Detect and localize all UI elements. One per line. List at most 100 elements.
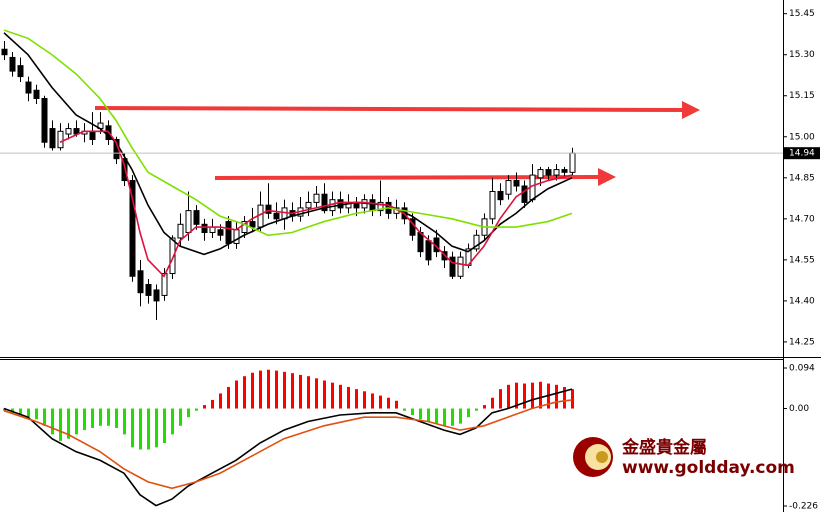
candle-body [209,226,216,234]
histogram-bar [283,371,286,409]
histogram-bar [539,381,542,409]
histogram-bar [259,370,262,409]
candle-body [153,289,160,302]
indicator-line [59,130,573,278]
y-tick-label: -0.226 [789,502,818,512]
candle-body [377,201,384,212]
histogram-bar [195,408,198,411]
y-tick-label: 15.30 [789,50,815,60]
histogram-bar [243,376,246,409]
candle-body [513,180,520,187]
candle-body [9,56,16,72]
histogram-bar [339,384,342,409]
candle-body [537,169,544,179]
histogram-bar [451,408,454,426]
candle-body [321,193,328,212]
histogram-bar [483,405,486,409]
candle-body [17,65,24,78]
histogram-bar [467,408,470,418]
histogram-bar [507,384,510,409]
histogram-bar [275,370,278,409]
watermark-logo [573,437,613,477]
y-tick-label: 15.15 [789,91,815,101]
last-price-box [784,147,820,160]
histogram-bar [315,378,318,409]
histogram-bar [571,389,574,409]
histogram-bar [363,391,366,409]
watermark-url: www.goldday.com [622,458,795,478]
candle-body [33,89,40,99]
histogram-bar [43,408,46,426]
histogram-bar [331,382,334,409]
histogram-bar [27,408,30,418]
histogram-bar [235,380,238,409]
histogram-bar [443,408,446,426]
y-tick-label: 0.00 [789,404,809,414]
candle-body [337,199,344,209]
histogram-bar [51,408,54,435]
candle-body [273,212,280,220]
histogram-bar [307,376,310,409]
indicator-line [3,29,573,237]
histogram-bar [491,397,494,409]
histogram-bar [211,399,214,409]
candle-body [1,48,8,56]
histogram-bar [219,393,222,409]
histogram-bar [75,408,78,435]
histogram-bar [99,408,102,426]
histogram-bar [267,369,270,409]
candle-body [425,240,432,261]
histogram-bar [11,408,14,413]
histogram-bar [555,384,558,409]
histogram-bar [179,408,182,426]
histogram-bar [323,380,326,409]
candle-body [185,210,192,234]
histogram-bar [531,382,534,409]
histogram-bar [411,408,414,416]
candle-body [169,237,176,275]
histogram-bar [355,389,358,409]
candle-body [129,180,136,277]
candle-body [505,180,512,195]
candle-body [313,193,320,203]
histogram-bar [403,408,406,411]
indicator-line [3,399,573,490]
candle-body [217,229,224,236]
histogram-bar [291,373,294,409]
candle-body [449,256,456,277]
candle-body [137,270,144,294]
histogram-bar [523,383,526,409]
candle-body [369,199,376,212]
histogram-bar [91,408,94,428]
candle-body [121,158,128,182]
histogram-bar [171,408,174,435]
y-tick-label: 14.40 [789,296,815,306]
candle-body [193,210,200,225]
histogram-bar [107,408,110,426]
candle-body [545,169,552,176]
histogram-bar [299,374,302,409]
candle-body [25,81,32,94]
y-tick-label: 14.25 [789,337,815,347]
candle-body [561,169,568,173]
histogram-bar [155,408,158,448]
candle-body [201,223,208,234]
candle-body [41,97,48,143]
histogram-bar [563,386,566,409]
histogram-bar [251,372,254,409]
histogram-bar [131,408,134,448]
candle-body [569,152,576,173]
candle-body [305,201,312,209]
histogram-bar [123,408,126,435]
histogram-bar [371,393,374,409]
histogram-bar [379,395,382,409]
histogram-bar [187,408,190,418]
histogram-bar [35,408,38,420]
candle-body [65,128,72,135]
histogram-bar [395,400,398,409]
candle-body [225,221,232,244]
candle-body [89,130,96,141]
histogram-bar [419,408,422,420]
